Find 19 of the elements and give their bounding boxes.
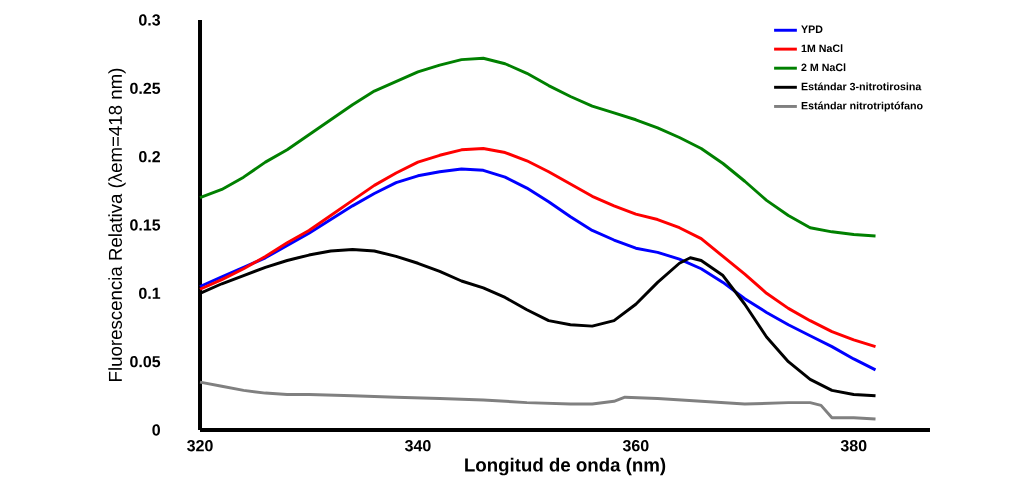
y-axis-title: Fluorescencia Relativa (λem=418 nm) xyxy=(108,68,126,381)
x-tick-label: 320 xyxy=(187,440,213,452)
y-tick-label: 0.3 xyxy=(139,14,161,26)
line-series xyxy=(198,380,877,421)
legend-label: 1M NaCl xyxy=(801,44,843,53)
y-tick-label: 0.25 xyxy=(130,82,161,94)
x-axis-title: Longitud de onda (nm) xyxy=(465,457,666,476)
legend-label: YPD xyxy=(801,25,823,33)
legend-label: 2 M NaCl xyxy=(801,63,846,72)
legend-label: Estándar 3-nitrotirosina xyxy=(801,82,922,91)
y-tick-label: 0.05 xyxy=(130,356,161,368)
legend-label: Estándar nitrotriptófano xyxy=(801,101,923,112)
y-tick-label: 0 xyxy=(152,424,160,436)
x-tick-label: 360 xyxy=(622,440,649,452)
y-tick-label: 0.1 xyxy=(139,287,161,299)
y-tick-label: 0.2 xyxy=(139,151,160,163)
x-tick-label: 340 xyxy=(404,440,431,452)
y-tick-label: 0.15 xyxy=(130,219,161,231)
x-tick-label: 380 xyxy=(840,440,867,452)
